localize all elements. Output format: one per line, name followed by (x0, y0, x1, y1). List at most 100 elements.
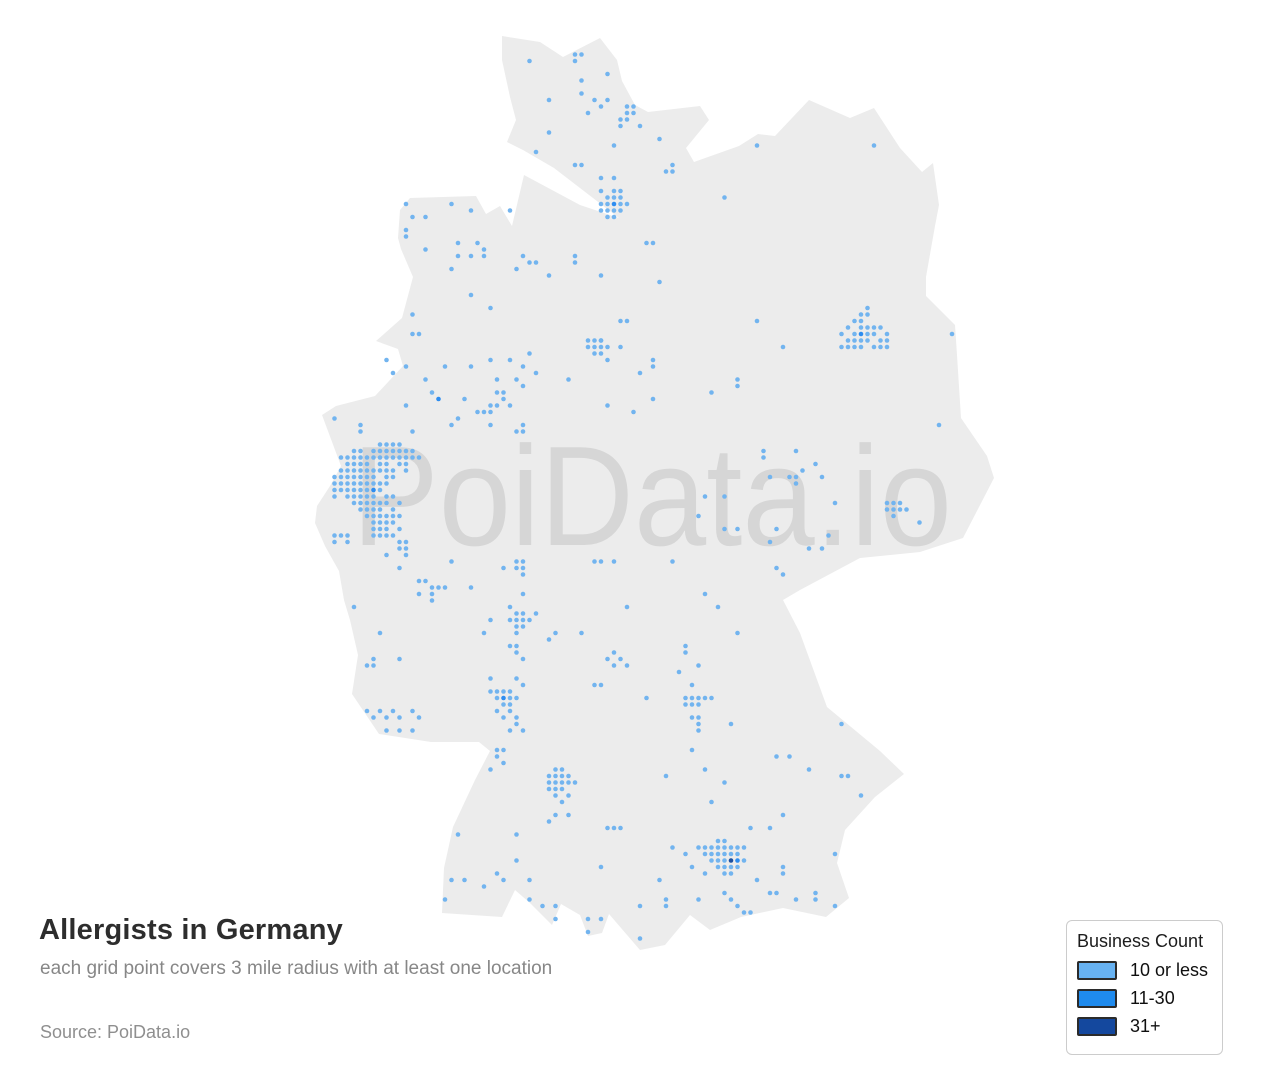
map-dot-light (663, 903, 669, 909)
map-dot-light (839, 344, 844, 350)
map-dot-light (377, 500, 383, 506)
map-dot-light (735, 851, 740, 857)
map-dot-light (384, 448, 389, 454)
map-dot-light (553, 786, 558, 792)
map-dot-light (585, 110, 591, 116)
map-dot-light (475, 240, 480, 246)
map-dot-light (403, 546, 409, 551)
map-dot-light (832, 851, 838, 857)
map-dot-light (416, 331, 422, 337)
map-dot-light (403, 201, 409, 207)
map-dot-light (377, 461, 383, 467)
map-dot-light (637, 123, 643, 129)
map-dot-light (371, 455, 376, 460)
map-dot-light (345, 533, 350, 538)
map-dot-light (364, 461, 370, 467)
map-dot-light (514, 617, 519, 623)
source-note: Source: PoiData.io (40, 1022, 191, 1042)
map-dot-light (585, 929, 591, 935)
map-dot-light (722, 780, 727, 785)
map-dot-light (618, 117, 623, 122)
map-dot-light (709, 851, 714, 857)
map-dot-light (390, 494, 396, 499)
map-dot-light (696, 897, 701, 902)
map-dot-light (546, 637, 552, 642)
map-dot-light (709, 695, 714, 701)
map-dot-light (514, 559, 519, 564)
map-dot-light (774, 526, 779, 532)
map-dot-light (514, 721, 519, 727)
map-dot-light (501, 565, 506, 571)
map-dot-light (527, 58, 532, 64)
map-dot-light (611, 195, 617, 200)
map-dot-light (397, 715, 402, 720)
map-dot-light (793, 897, 799, 902)
map-dot-light (605, 208, 610, 213)
map-dot-light (618, 344, 623, 350)
map-dot-light (891, 507, 896, 512)
map-dot-light (481, 253, 487, 259)
map-dot-light (358, 468, 363, 473)
map-dot-light (839, 773, 844, 779)
map-dot-light (891, 500, 896, 506)
map-dot-light (689, 864, 695, 870)
map-dot-light (377, 468, 383, 473)
map-dot-light (429, 591, 435, 597)
map-dot-light (611, 663, 617, 668)
map-dot-light (663, 897, 669, 902)
map-dot-light (514, 676, 519, 681)
map-dot-light (735, 377, 740, 382)
map-dot-light (332, 487, 337, 493)
map-dot-light (514, 565, 519, 571)
map-dot-light (735, 903, 740, 909)
map-dot-light (397, 546, 402, 551)
map-dot-light (787, 474, 792, 480)
map-dot-light (696, 663, 701, 668)
map-dot-light (702, 767, 708, 772)
map-dot-light (481, 884, 487, 889)
map-dot-light (546, 780, 552, 785)
legend-item: 10 or less (1077, 960, 1208, 981)
map-dot-light (728, 851, 734, 857)
map-dot-light (761, 455, 766, 460)
map-dot-light (364, 663, 370, 668)
map-dot-light (397, 461, 402, 467)
map-dot-light (624, 201, 630, 207)
watermark: PoiData.io (352, 417, 952, 576)
map-dot-light (390, 533, 396, 538)
map-dot-light (650, 364, 656, 369)
map-dot-light (611, 188, 617, 194)
map-dot-light (592, 344, 597, 350)
map-dot-light (702, 845, 708, 850)
map-dot-light (715, 845, 721, 850)
map-dot-light (377, 442, 383, 447)
map-dot-light (884, 331, 890, 337)
map-dot-light (520, 253, 526, 259)
map-dot-light (553, 773, 558, 779)
map-dot-light (871, 143, 877, 148)
map-dot-light (481, 247, 487, 252)
map-dot-light (514, 643, 519, 649)
map-dot-light (384, 715, 389, 720)
map-dot-light (787, 754, 792, 759)
map-dot-light (377, 481, 383, 486)
map-dot-light (865, 312, 870, 317)
map-dot-light (345, 474, 350, 480)
map-dot-light (702, 591, 708, 597)
map-dot-light (793, 481, 799, 486)
map-dot-light (871, 331, 877, 337)
map-dot-light (741, 858, 747, 863)
map-dot-light (533, 149, 539, 155)
map-dot-light (813, 890, 818, 896)
map-dot-light (598, 916, 604, 922)
map-dot-light (566, 377, 571, 382)
map-dot-light (624, 604, 630, 610)
map-dot-light (533, 370, 539, 376)
map-dot-light (371, 663, 376, 668)
map-dot-light (423, 377, 428, 382)
map-dot-light (364, 513, 370, 519)
map-dot-light (507, 357, 513, 363)
map-dot-light (696, 728, 701, 733)
map-dot-light (813, 897, 818, 902)
map-dot-light (793, 448, 799, 454)
